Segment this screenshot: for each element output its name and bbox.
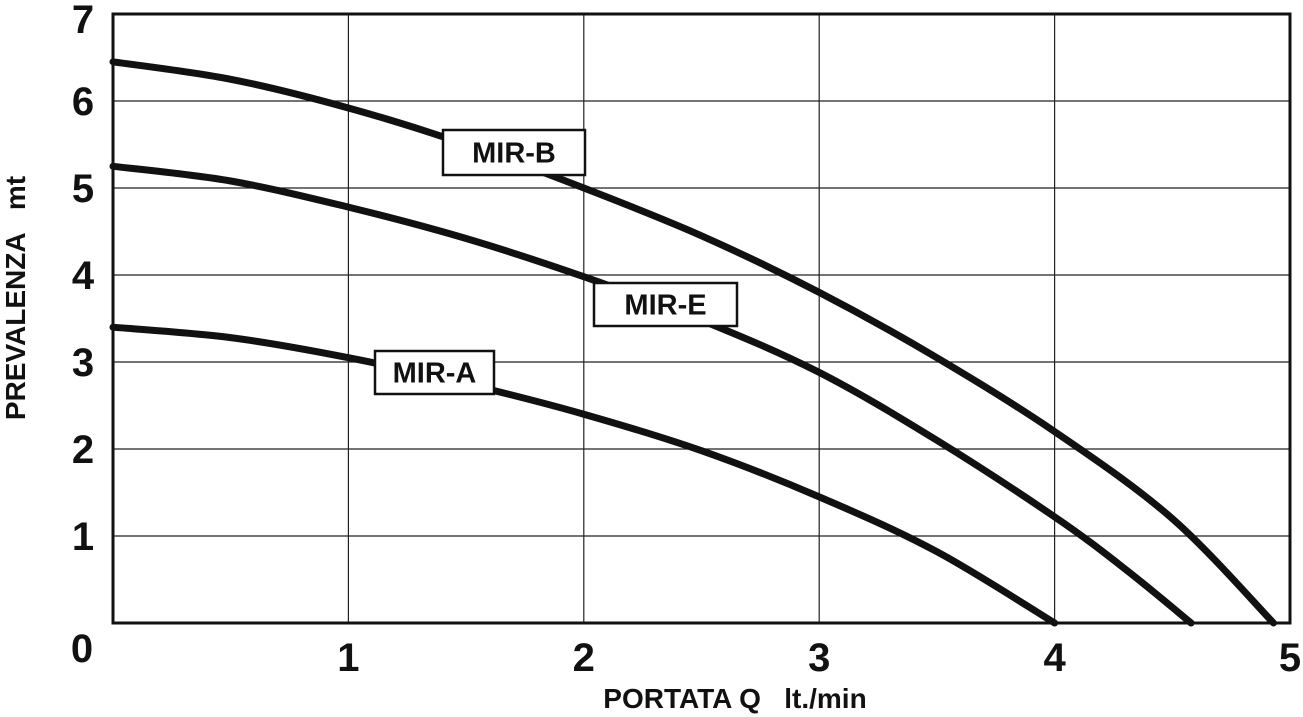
x-tick-label: 2 bbox=[573, 636, 595, 680]
series-label-mir-e: MIR-E bbox=[592, 281, 739, 328]
series-label-box bbox=[441, 128, 587, 177]
y-tick-label: 1 bbox=[72, 515, 94, 559]
series-label-mir-b: MIR-B bbox=[441, 128, 587, 177]
plot-frame bbox=[111, 12, 1292, 625]
series-label-text: MIR-E bbox=[624, 290, 706, 322]
series-line-mir-b bbox=[109, 58, 1277, 627]
y-axis-title: PREVALENZA mt bbox=[0, 176, 31, 420]
series-label-text: MIR-A bbox=[393, 358, 477, 390]
y-tick-label: 4 bbox=[72, 254, 95, 298]
y-tick-label: 3 bbox=[72, 341, 94, 385]
tick-label-origin: 0 bbox=[71, 627, 93, 671]
series-label-mir-a: MIR-A bbox=[373, 349, 496, 396]
x-tick-label: 1 bbox=[337, 636, 359, 680]
series-line-mir-a bbox=[109, 323, 1059, 627]
x-axis-title: PORTATA Q lt./min bbox=[603, 683, 866, 714]
tick-labels: 0 1 2 3 4 5 1 2 3 4 5 6 7 bbox=[71, 0, 1301, 680]
series-group bbox=[109, 58, 1277, 627]
x-tick-label: 3 bbox=[808, 636, 830, 680]
x-tick-label: 4 bbox=[1043, 636, 1066, 680]
series-line-mir-e bbox=[109, 162, 1195, 627]
series-labels: MIR-B MIR-E MIR-A bbox=[373, 128, 739, 396]
y-tick-label: 6 bbox=[72, 80, 94, 124]
y-tick-label: 7 bbox=[72, 0, 94, 42]
series-label-text: MIR-B bbox=[472, 138, 556, 170]
x-tick-label: 5 bbox=[1279, 636, 1301, 680]
y-tick-label: 2 bbox=[72, 428, 94, 472]
series-label-box bbox=[592, 281, 739, 328]
series-label-box bbox=[373, 349, 496, 396]
y-tick-label: 5 bbox=[72, 167, 94, 211]
